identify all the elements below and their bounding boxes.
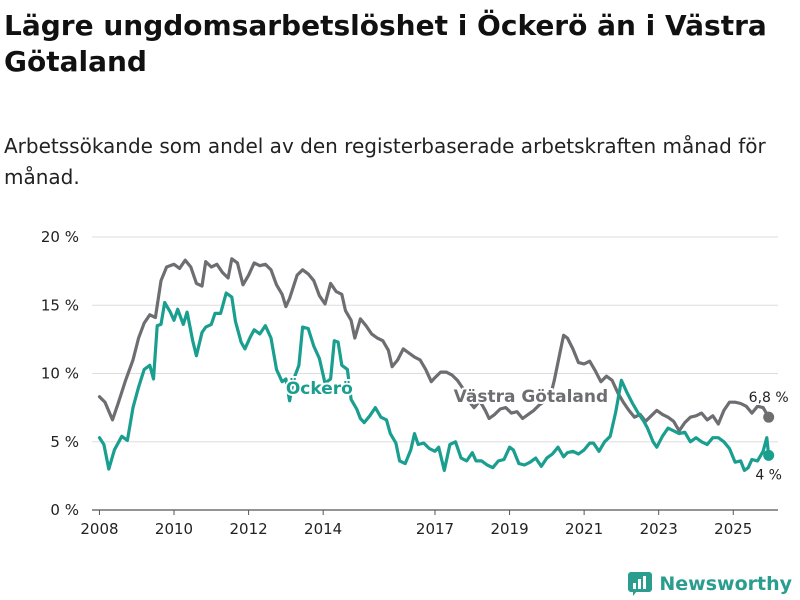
brand-footer: Newsworthy (627, 568, 792, 600)
x-tick-label: 2017 (416, 520, 454, 538)
x-axis: 2008 2010 2012 2014 2017 2019 2021 2023 2025 (80, 510, 752, 538)
newsworthy-logo-icon (628, 572, 653, 596)
y-tick-label: 15 % (41, 296, 79, 314)
labels: Västra Götaland 6,8 % Öckerö 4 % (284, 375, 790, 485)
y-axis: 0 % 5 % 10 % 15 % 20 % (41, 228, 79, 519)
series-line (97, 257, 771, 433)
chart-subtitle: Arbetssökande som andel av den registerb… (4, 134, 766, 189)
series-end-label: 4 % (755, 467, 782, 483)
brand-name: Newsworthy (659, 573, 792, 595)
x-tick-label: 2025 (714, 520, 752, 538)
y-tick-label: 10 % (41, 365, 79, 383)
x-tick-label: 2021 (565, 520, 603, 538)
x-tick-label: 2010 (155, 520, 193, 538)
x-tick-label: 2008 (80, 520, 118, 538)
x-tick-label: 2023 (640, 520, 678, 538)
y-tick-label: 5 % (50, 433, 79, 451)
y-tick-label: 20 % (41, 228, 79, 246)
series-end-label: 6,8 % (749, 390, 789, 406)
series (97, 257, 775, 472)
y-tick-label: 0 % (50, 501, 79, 519)
series-end-marker (763, 411, 775, 423)
series-label: Öckerö (286, 377, 353, 399)
x-tick-label: 2012 (229, 520, 267, 538)
x-tick-label: 2019 (490, 520, 528, 538)
x-tick-label: 2014 (304, 520, 342, 538)
series-label: Västra Götaland (454, 387, 609, 407)
series-line (97, 291, 771, 472)
series-end-marker (763, 449, 775, 461)
chart-title: Lägre ungdomsarbetslöshet i Öckerö än i … (4, 9, 767, 78)
